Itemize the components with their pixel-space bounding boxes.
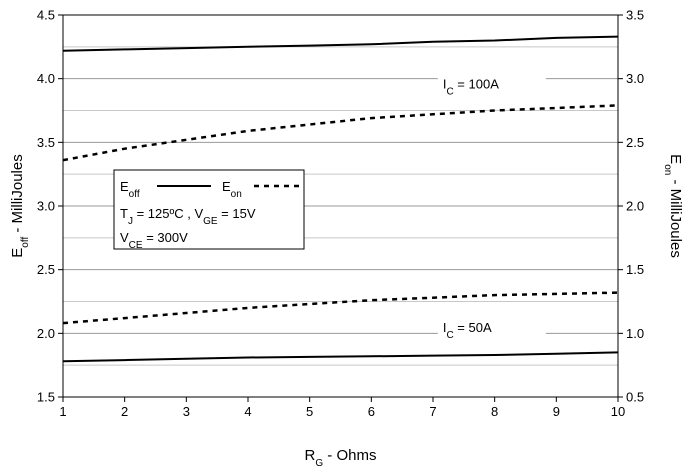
x-tick-label: 5 — [306, 404, 313, 419]
y-right-tick-label: 1.5 — [626, 262, 644, 277]
y-right-tick-label: 3.0 — [626, 71, 644, 86]
y-right-tick-label: 2.5 — [626, 135, 644, 150]
current-annotations: IC = 100A IC = 50A — [437, 76, 546, 341]
legend-condition-line: VCE = 300V — [120, 230, 188, 251]
y-left-tick-label: 3.0 — [37, 199, 55, 214]
annotation-ic-50: IC = 50A — [437, 319, 546, 341]
y-right-tick-label: 3.5 — [626, 8, 644, 23]
y-right-tick-label: 2.0 — [626, 199, 644, 214]
x-tick-label: 1 — [59, 404, 66, 419]
x-tick-label: 3 — [183, 404, 190, 419]
x-tick-label: 4 — [244, 404, 251, 419]
y-left-axis-title: Eoff - MilliJoules — [9, 154, 31, 257]
series-eon-50 — [62, 291, 619, 325]
x-axis-title: RG - Ohms — [305, 447, 377, 469]
annotation-bg — [437, 319, 546, 336]
y-left-tick-label: 2.5 — [37, 262, 55, 277]
y-left-tick-label: 2.0 — [37, 326, 55, 341]
y-left-tick-label: 4.0 — [37, 71, 55, 86]
series-eon-100 — [62, 104, 619, 162]
legend-box: Eoff Eon TJ = 125ºC , VGE = 15V VCE = 300V — [113, 169, 305, 251]
legend-entry-eoff: Eoff — [120, 179, 140, 200]
legend-frame — [113, 169, 305, 250]
x-tick-label: 6 — [368, 404, 375, 419]
annotation-text: IC = 100A — [443, 76, 499, 97]
x-tick-label: 8 — [491, 404, 498, 419]
axis-titles: RG - Ohms Eoff - MilliJoules Eon - MilliJo… — [9, 154, 684, 468]
axis-ticks: 1.5 2.0 2.5 3.0 3.5 4.0 4.5 0.5 1.0 1.5 2.0 2.5 3.0 3… — [37, 8, 644, 420]
series-eoff-50 — [62, 351, 619, 363]
x-tick-label: 2 — [121, 404, 128, 419]
y-right-tick-label: 1.0 — [626, 326, 644, 341]
annotation-text: IC = 50A — [443, 320, 492, 341]
annotation-ic-100: IC = 100A — [437, 76, 546, 97]
annotation-bg — [437, 76, 546, 93]
x-tick-label: 10 — [611, 404, 625, 419]
y-right-axis-title: Eon - MilliJoules — [663, 154, 685, 258]
y-right-tick-label: 0.5 — [626, 390, 644, 405]
series-eoff-100 — [62, 35, 619, 52]
y-left-tick-label: 1.5 — [37, 390, 55, 405]
y-left-tick-label: 3.5 — [37, 135, 55, 150]
x-tick-label: 7 — [429, 404, 436, 419]
legend-entry-eon: Eon — [222, 179, 242, 200]
legend-condition-line: TJ = 125ºC , VGE = 15V — [120, 206, 256, 227]
x-tick-label: 9 — [553, 404, 560, 419]
series-lines — [62, 35, 619, 363]
y-left-tick-label: 4.5 — [37, 8, 55, 23]
